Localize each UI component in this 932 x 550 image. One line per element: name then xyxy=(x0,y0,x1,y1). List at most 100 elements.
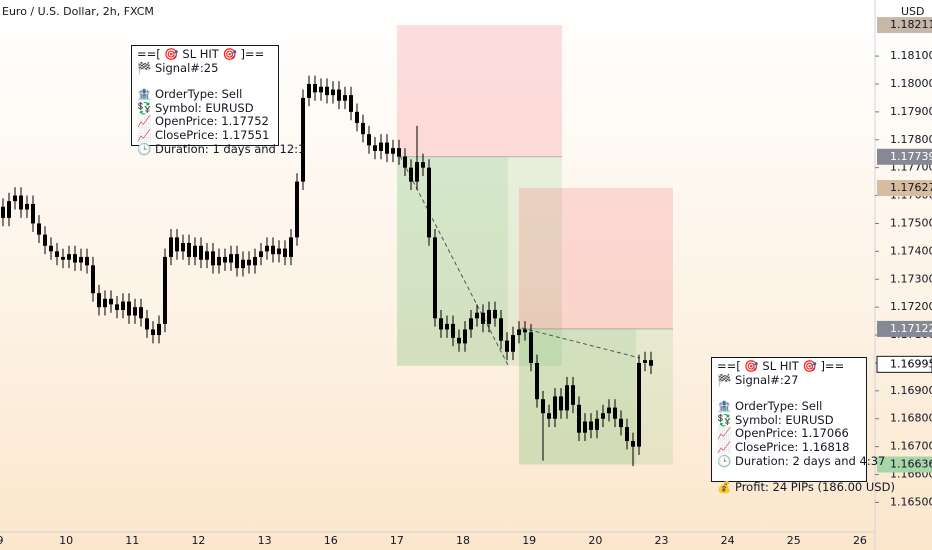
candle-body xyxy=(487,309,491,324)
candle-body xyxy=(649,360,653,366)
note-detail: 🏦 OrderType: Sell xyxy=(137,87,243,102)
note-detail: 💱 Symbol: EURUSD xyxy=(137,100,254,115)
candle-body xyxy=(385,142,389,154)
candle-body xyxy=(523,329,527,333)
candle-body xyxy=(181,242,185,252)
candle-body xyxy=(67,254,71,260)
candle-body xyxy=(199,245,203,260)
candle-body xyxy=(55,251,59,257)
candle-body xyxy=(31,203,35,224)
candle-body xyxy=(193,245,197,257)
x-tick-label: 26 xyxy=(853,534,867,547)
candle-body xyxy=(493,309,497,319)
candle-body xyxy=(247,259,251,266)
candle-body xyxy=(307,83,311,98)
price-tag xyxy=(877,180,932,197)
candle-body xyxy=(109,298,113,305)
candle-body xyxy=(421,162,425,168)
x-tick-label: 16 xyxy=(324,534,338,547)
y-tick-label: 1.17400 xyxy=(890,244,932,257)
candle-body xyxy=(355,111,359,124)
candle-body xyxy=(85,256,89,266)
y-tick-label: 1.16800 xyxy=(890,412,932,425)
candle-body xyxy=(481,312,485,324)
x-tick-label: 17 xyxy=(390,534,404,547)
candle-body xyxy=(145,318,149,330)
candle-body xyxy=(289,237,293,257)
candle-body xyxy=(295,181,299,238)
note-detail: 📈 ClosePrice: 1.16818 xyxy=(717,439,850,454)
candle-body xyxy=(601,413,605,419)
candle-body xyxy=(637,362,641,447)
target-zone xyxy=(397,156,562,366)
candle-body xyxy=(121,301,125,310)
candle-body xyxy=(361,123,365,135)
candle-body xyxy=(325,86,329,96)
candle-body xyxy=(175,237,179,252)
candle-body xyxy=(163,256,167,324)
candle-body xyxy=(265,245,269,252)
price-tag xyxy=(877,17,932,34)
candle-body xyxy=(457,337,461,344)
x-tick-label: 25 xyxy=(787,534,801,547)
candle-body xyxy=(499,318,503,341)
price-tag xyxy=(877,148,932,165)
y-tick-label: 1.18000 xyxy=(890,77,932,90)
stop-zone xyxy=(519,188,673,329)
candle-body xyxy=(427,167,431,238)
candle-body xyxy=(559,396,563,411)
candle-body xyxy=(373,145,377,151)
note-profit: 💰 Profit: 24 PIPs (186.00 USD) xyxy=(717,480,895,495)
y-tick-label: 1.17500 xyxy=(890,216,932,229)
candle-body xyxy=(451,323,455,338)
candle-body xyxy=(37,223,41,235)
candle-body xyxy=(151,329,155,336)
candle-body xyxy=(367,134,371,146)
note-header: ==[ 🎯 SL HIT 🎯 ]== xyxy=(137,47,265,61)
candle-body xyxy=(583,421,587,433)
candle-body xyxy=(439,318,443,330)
candle-body xyxy=(625,427,629,442)
candle-body xyxy=(157,323,161,336)
price-tag-label: 1.17122 xyxy=(890,322,932,335)
x-tick-label: 12 xyxy=(191,534,205,547)
candle-body xyxy=(103,298,107,308)
note-detail: 🕒 Duration: 1 days and 12:1 xyxy=(137,141,306,156)
candle-body xyxy=(577,404,581,433)
price-tag-label: 1.17739 xyxy=(890,150,932,163)
note-detail: 💱 Symbol: EURUSD xyxy=(717,412,834,427)
candle-body xyxy=(607,407,611,414)
price-tag-label: 1.17627 xyxy=(890,181,932,194)
candle-body xyxy=(1,206,5,218)
candle-body xyxy=(403,156,407,168)
candle-body xyxy=(613,407,617,419)
signal-note: ==[ 🎯 SL HIT 🎯 ]== 🏁 Signal#:27 🏦 OrderTyp… xyxy=(711,357,895,494)
candle-body xyxy=(541,399,545,414)
price-tag-label: 1.16636 xyxy=(890,457,932,470)
x-tick-label: 11 xyxy=(125,534,139,547)
candle-body xyxy=(337,89,341,101)
candle-body xyxy=(49,245,53,252)
candle-body xyxy=(169,237,173,257)
y-tick-label: 1.16500 xyxy=(890,495,932,508)
y-tick-label: 1.17200 xyxy=(890,300,932,313)
candle-body xyxy=(349,95,353,112)
candle-body xyxy=(133,307,137,316)
price-tag-label: 1.18211 xyxy=(890,18,932,31)
target-zone xyxy=(519,328,673,465)
x-tick-label: 18 xyxy=(456,534,470,547)
candle-body xyxy=(217,256,221,266)
candle-body xyxy=(643,360,647,363)
currency-label: USD xyxy=(901,5,925,18)
y-tick-label: 1.17800 xyxy=(890,133,932,146)
signal-note: ==[ 🎯 SL HIT 🎯 ]== 🏁 Signal#:25 🏦 OrderTyp… xyxy=(131,45,305,155)
y-tick-label: 1.17300 xyxy=(890,272,932,285)
candle-body xyxy=(205,251,209,260)
stop-zone xyxy=(397,25,562,157)
candle-body xyxy=(43,234,47,246)
candle-body xyxy=(511,335,515,352)
candle-body xyxy=(259,251,263,257)
y-tick-label: 1.17900 xyxy=(890,105,932,118)
candle-body xyxy=(463,329,467,344)
